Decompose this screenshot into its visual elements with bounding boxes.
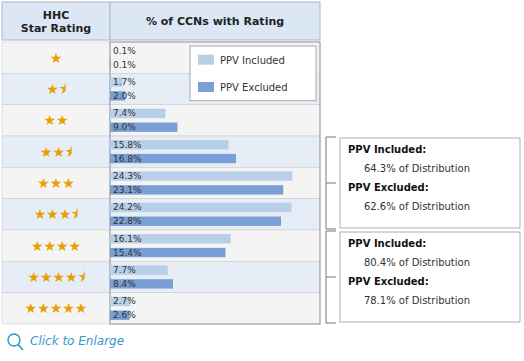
- data-label: 7.7%: [113, 265, 136, 275]
- bars: [110, 46, 292, 320]
- annotation-text: 62.6% of Distribution: [348, 201, 470, 212]
- bar: [110, 46, 111, 55]
- legend: PPV Included PPV Excluded: [190, 46, 316, 101]
- data-label: 16.1%: [113, 234, 142, 244]
- annotation-text: PPV Included:: [348, 144, 426, 155]
- plot-frame: [110, 42, 320, 324]
- bracket: [326, 231, 336, 232]
- legend-box: [190, 46, 316, 101]
- row-band: [2, 293, 110, 324]
- bar: [110, 140, 229, 149]
- row-band: [2, 136, 110, 167]
- annotation-text: PPV Excluded:: [348, 276, 429, 287]
- category-label: ★★★★★: [25, 300, 88, 316]
- header-cell: [110, 2, 320, 40]
- row-band: [110, 136, 320, 167]
- bar: [110, 123, 178, 132]
- legend-label: PPV Included: [220, 55, 285, 66]
- data-label: 22.8%: [113, 216, 142, 226]
- row-band: [2, 42, 110, 73]
- bracket: [326, 229, 336, 230]
- data-label: 2.7%: [113, 296, 136, 306]
- data-label: 24.3%: [113, 171, 142, 181]
- x-axis-label: % of CCNs with Rating: [146, 15, 284, 28]
- annotation-text: 78.1% of Distribution: [348, 295, 470, 306]
- row-band: [110, 167, 320, 198]
- legend-label: PPV Excluded: [220, 82, 288, 93]
- header-cell: [2, 2, 110, 40]
- annotation-group: PPV Included: 80.4% of Distribution PPV E…: [326, 231, 520, 323]
- chart-svg: HHCStar Rating% of CCNs with Rating★★⯨★★…: [0, 0, 524, 361]
- data-label: 2.0%: [113, 91, 136, 101]
- row-band: [2, 73, 110, 104]
- row-band: [2, 105, 110, 136]
- bar: [110, 60, 111, 69]
- category-label: ★★★★: [31, 238, 81, 254]
- y-axis-label-line: HHC: [43, 9, 70, 22]
- annotation-text: 64.3% of Distribution: [348, 163, 470, 174]
- category-label: ★★⯨: [40, 144, 72, 160]
- row-band: [110, 199, 320, 230]
- bar: [110, 217, 281, 226]
- bracket: [326, 323, 336, 324]
- row-band: [110, 261, 320, 292]
- annotation-text: 80.4% of Distribution: [348, 257, 470, 268]
- magnifier-icon[interactable]: [18, 345, 23, 351]
- data-label: 23.1%: [113, 185, 142, 195]
- data-label: 1.7%: [113, 77, 136, 87]
- data-label: 8.4%: [113, 279, 136, 289]
- bar: [110, 109, 166, 118]
- bracket: [326, 137, 336, 138]
- bar: [110, 265, 168, 274]
- annotation-group: PPV Included: 64.3% of Distribution PPV E…: [326, 137, 520, 229]
- row-band: [2, 230, 110, 261]
- data-label: 2.6%: [113, 310, 136, 320]
- bracket: [326, 183, 336, 184]
- row-band: [110, 293, 320, 324]
- category-label: ★⯨: [46, 81, 66, 97]
- data-label: 0.1%: [113, 46, 136, 56]
- row-band: [110, 105, 320, 136]
- y-axis-label-line: Star Rating: [21, 22, 92, 35]
- legend-swatch: [198, 82, 214, 92]
- y-axis-label: HHCStar Rating: [21, 9, 92, 35]
- bar: [110, 248, 226, 257]
- data-label: 15.4%: [113, 248, 142, 258]
- bracket: [326, 277, 336, 278]
- row-band: [2, 261, 110, 292]
- category-label: ★★★⯨: [34, 206, 79, 222]
- annotation-box: [340, 138, 520, 228]
- bar: [110, 203, 292, 212]
- chart-container: HHCStar Rating% of CCNs with Rating★★⯨★★…: [0, 0, 524, 361]
- data-label: 16.8%: [113, 154, 142, 164]
- magnifier-icon[interactable]: [8, 334, 20, 346]
- category-label: ★★★★⯨: [27, 269, 84, 285]
- annotation-text: PPV Included:: [348, 238, 426, 249]
- category-label: ★: [50, 50, 63, 66]
- bar: [110, 185, 283, 194]
- data-label: 9.0%: [113, 122, 136, 132]
- data-label: 0.1%: [113, 60, 136, 70]
- data-label: 24.2%: [113, 202, 142, 212]
- annotation-text: PPV Excluded:: [348, 182, 429, 193]
- row-band: [2, 167, 110, 198]
- row-band: [110, 230, 320, 261]
- bar: [110, 234, 231, 243]
- data-label: 7.4%: [113, 108, 136, 118]
- legend-swatch: [198, 55, 214, 65]
- bar: [110, 171, 292, 180]
- bar: [110, 154, 236, 163]
- enlarge-link[interactable]: Click to Enlarge: [8, 334, 124, 350]
- category-label: ★★: [43, 112, 68, 128]
- bar: [110, 279, 173, 288]
- enlarge-text[interactable]: Click to Enlarge: [30, 334, 124, 348]
- row-band: [2, 199, 110, 230]
- data-labels: 0.1% 0.1% 1.7% 2.0% 7.4% 9.0% 15.8% 16.8% 24.3% 2…: [113, 46, 142, 320]
- data-label: 15.8%: [113, 140, 142, 150]
- category-label: ★★★: [37, 175, 75, 191]
- annotation-box: [340, 232, 520, 322]
